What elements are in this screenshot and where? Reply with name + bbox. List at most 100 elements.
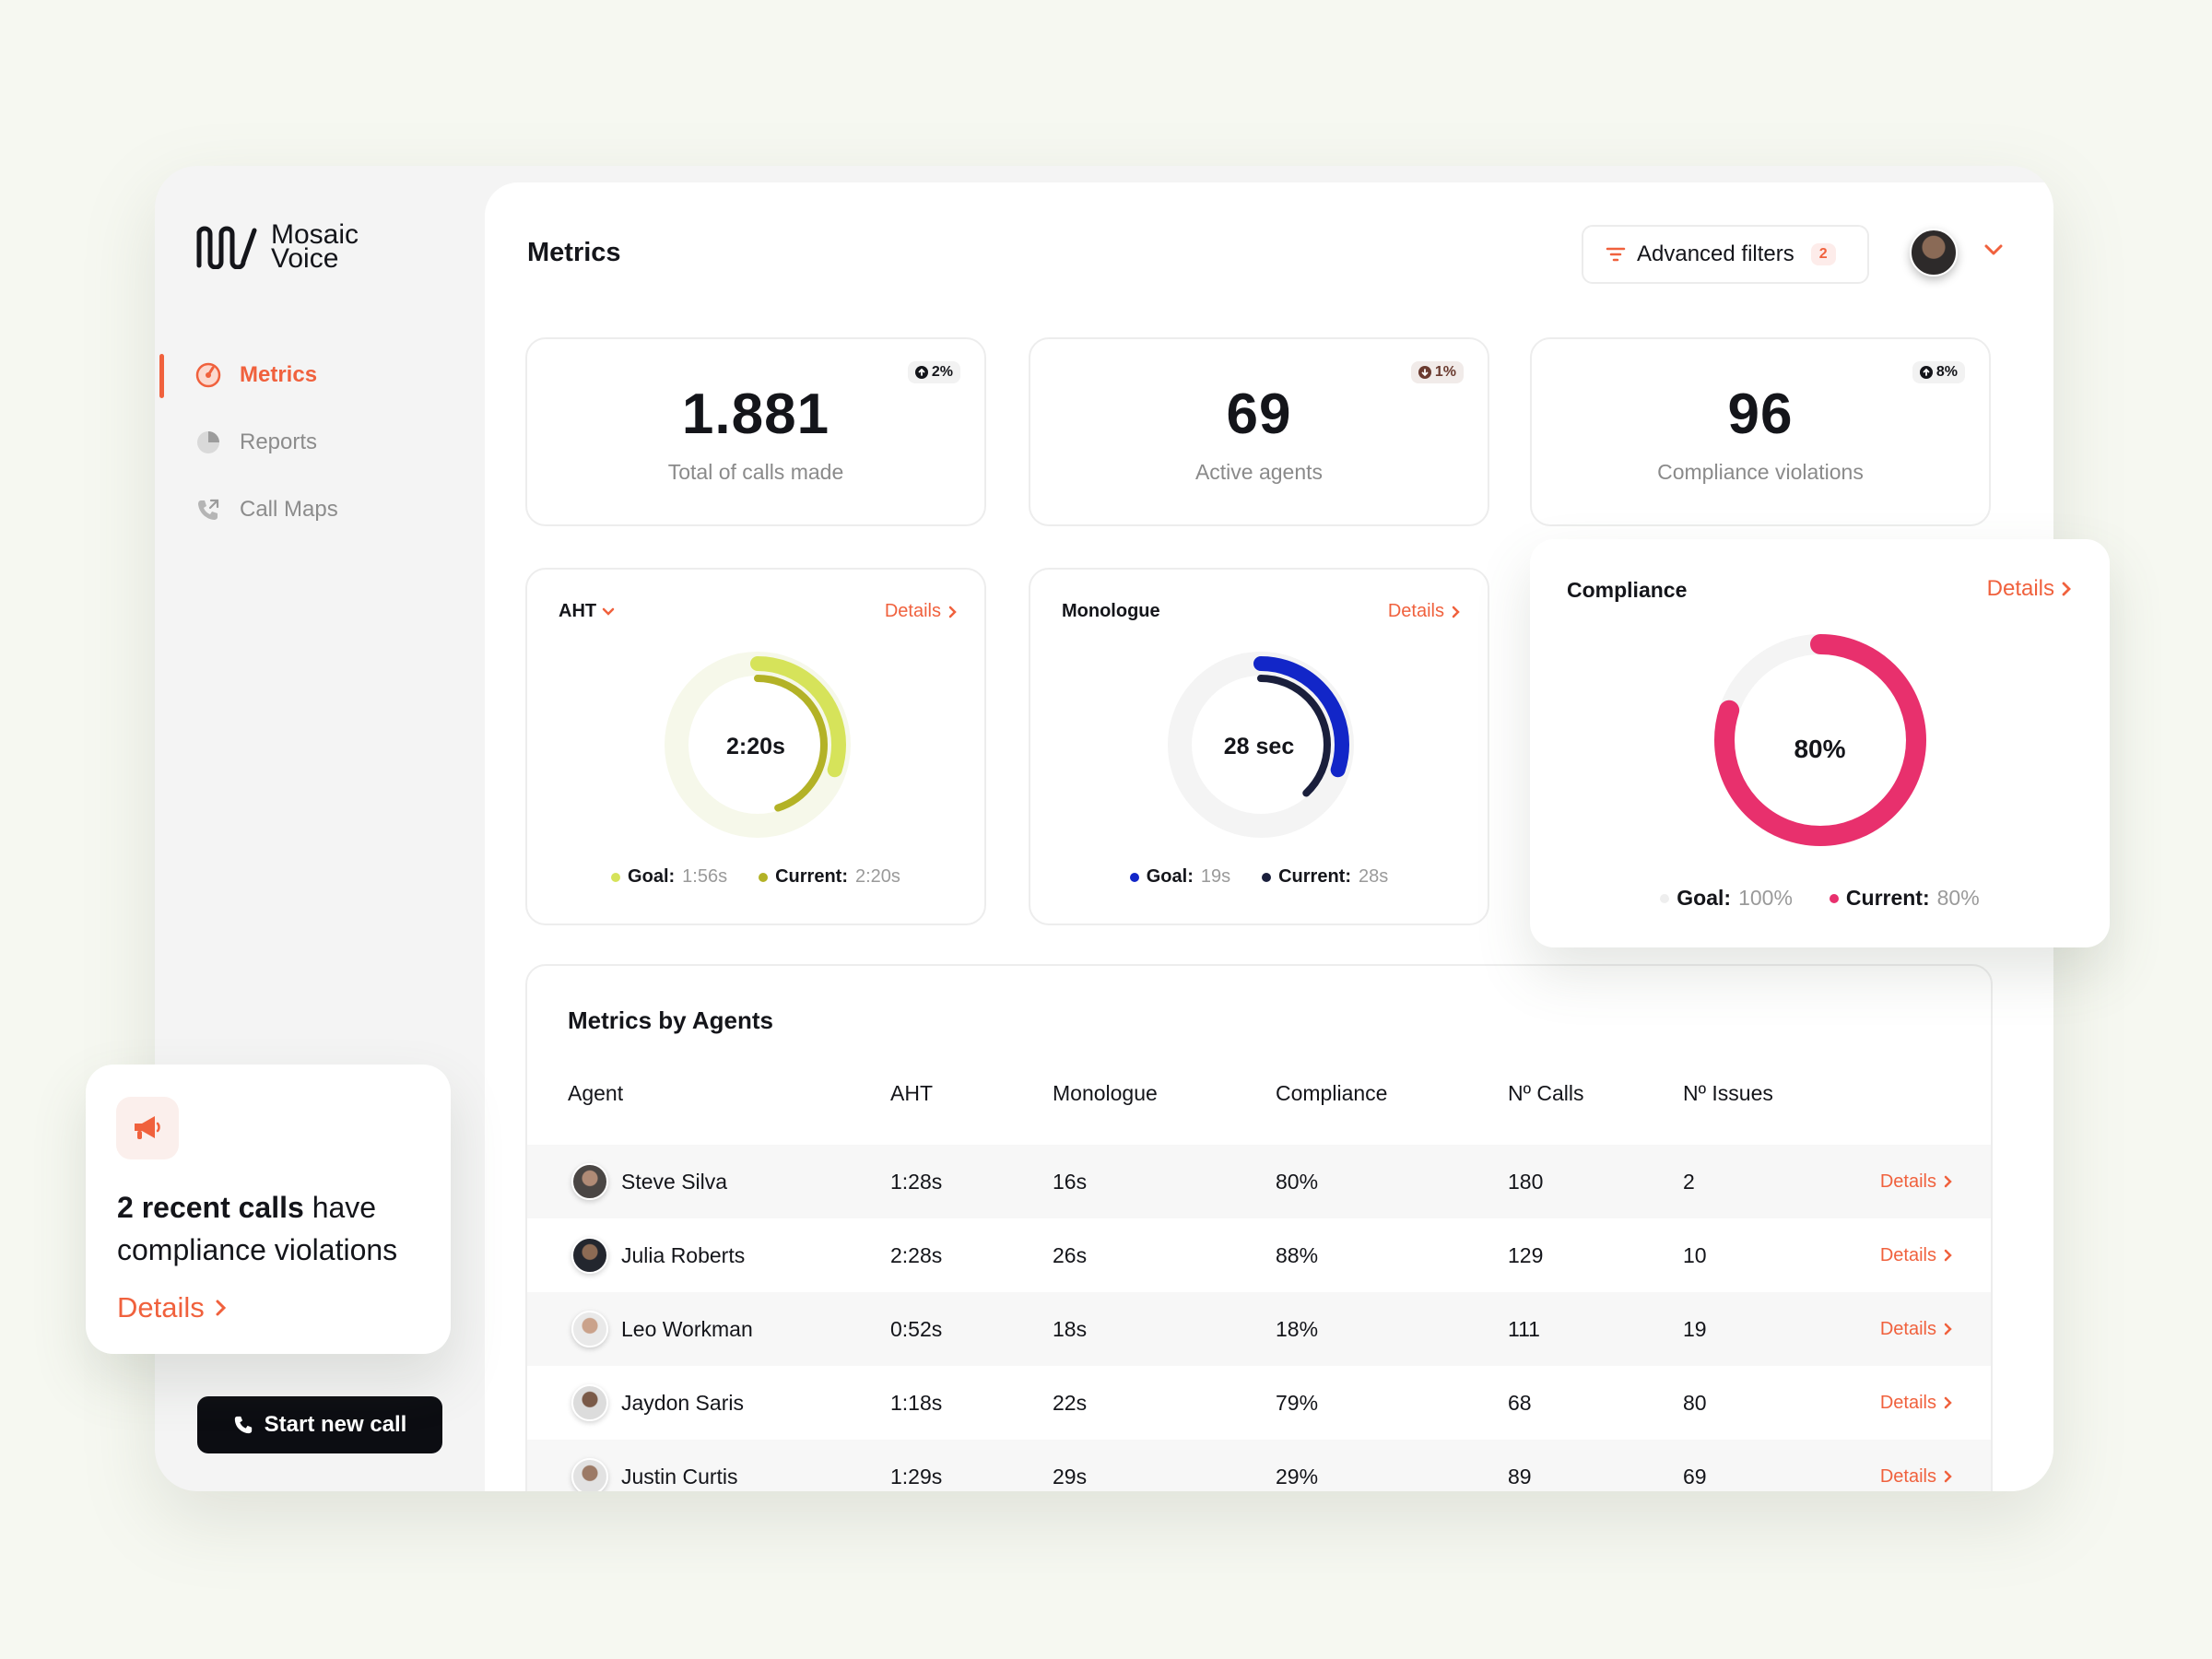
avatar	[571, 1237, 608, 1274]
kpi-label: Total of calls made	[667, 460, 844, 484]
cell-calls: 129	[1508, 1242, 1544, 1267]
metrics-icon	[195, 362, 221, 387]
legend-dot	[611, 872, 621, 882]
cell-calls: 89	[1508, 1464, 1532, 1488]
filter-icon	[1606, 247, 1626, 262]
chevron-down-icon[interactable]	[1983, 243, 2004, 256]
cell-monologue: 18s	[1053, 1316, 1088, 1341]
kpi-delta-badge: 8%	[1912, 361, 1965, 383]
aht-details-link[interactable]: Details	[885, 601, 957, 622]
notice-message: 2 recent calls have compliance violation…	[117, 1186, 430, 1271]
table-title: Metrics by Agents	[568, 1006, 773, 1034]
agent-cell: Steve Silva	[571, 1145, 727, 1218]
avatar	[571, 1384, 608, 1421]
card-title: Monologue	[1062, 601, 1160, 622]
kpi-label: Compliance violations	[1657, 460, 1864, 484]
chevron-right-icon	[948, 606, 957, 618]
brand-logo[interactable]: Mosaic Voice	[195, 221, 359, 274]
cell-monologue: 29s	[1053, 1464, 1088, 1488]
column-header-issues: Nº Issues	[1683, 1080, 1773, 1105]
cell-compliance: 79%	[1276, 1390, 1319, 1415]
compliance-details-link[interactable]: Details	[1987, 576, 2071, 602]
sidebar-item-metrics[interactable]: Metrics	[155, 341, 459, 408]
column-header-agent: Agent	[568, 1080, 624, 1105]
chevron-right-icon	[1944, 1470, 1952, 1483]
notice-details-link[interactable]: Details	[117, 1291, 227, 1324]
legend-goal-value: 100%	[1738, 886, 1793, 910]
notice-message-rest: have compliance violations	[117, 1191, 398, 1266]
cell-compliance: 88%	[1276, 1242, 1319, 1267]
column-header-aht: AHT	[890, 1080, 933, 1105]
cell-calls: 111	[1508, 1316, 1540, 1341]
compliance-center-value: 80%	[1794, 735, 1846, 763]
row-details-link[interactable]: Details	[1880, 1218, 1952, 1292]
cell-calls: 68	[1508, 1390, 1532, 1415]
kpi-value: 69	[1226, 382, 1292, 446]
row-details-link[interactable]: Details	[1880, 1366, 1952, 1440]
legend-goal-label: Goal:	[628, 866, 676, 887]
legend-current: Current: 2:20s	[759, 866, 900, 888]
compliance-gauge	[1714, 634, 1926, 846]
legend-goal: Goal: 19s	[1129, 866, 1230, 888]
cell-issues: 69	[1683, 1464, 1707, 1488]
legend-current: Current: 28s	[1262, 866, 1388, 888]
sidebar-item-call-maps[interactable]: Call Maps	[155, 476, 459, 543]
card-title-label: AHT	[559, 601, 597, 621]
filters-count-badge: 2	[1810, 243, 1836, 265]
legend-dot	[1660, 893, 1670, 903]
agent-cell: Leo Workman	[571, 1292, 753, 1366]
chevron-right-icon	[1944, 1175, 1952, 1188]
kpi-card-total-calls: 2% 1.881 Total of calls made	[525, 337, 986, 526]
table-row[interactable]: Julia Roberts 2:28s 26s 88% 129 10 Detai…	[527, 1218, 1991, 1292]
cell-monologue: 26s	[1053, 1242, 1088, 1267]
start-new-call-button[interactable]: Start new call	[197, 1396, 442, 1453]
kpi-label: Active agents	[1194, 460, 1324, 484]
kpi-delta-value: 8%	[1936, 364, 1958, 380]
sidebar-nav: Metrics Reports Call Maps	[155, 341, 459, 543]
monologue-details-link[interactable]: Details	[1388, 601, 1460, 622]
sidebar-item-reports[interactable]: Reports	[155, 408, 459, 476]
agent-name: Jaydon Saris	[621, 1390, 744, 1415]
advanced-filters-button[interactable]: Advanced filters 2	[1582, 225, 1869, 284]
megaphone-icon	[135, 1116, 160, 1139]
mosaic-logo-icon	[196, 226, 257, 269]
brand-name: Mosaic Voice	[271, 221, 359, 274]
main-panel: Metrics Advanced filters 2 2% 1.881 Tota…	[485, 182, 2053, 1491]
sidebar-item-label: Reports	[240, 429, 318, 454]
cell-aht: 1:28s	[890, 1169, 943, 1194]
brand-line-2: Voice	[271, 243, 339, 274]
chevron-right-icon	[1944, 1396, 1952, 1409]
table-row[interactable]: Steve Silva 1:28s 16s 80% 180 2 Details	[527, 1145, 1991, 1218]
legend-current-label: Current:	[1278, 866, 1351, 887]
monologue-card: Monologue Details 28 sec Goal: 19s	[1029, 568, 1489, 925]
table-row[interactable]: Justin Curtis 1:29s 29s 29% 89 69 Detail…	[527, 1440, 1991, 1491]
notice-message-bold: 2 recent calls	[117, 1191, 304, 1224]
chevron-right-icon	[1944, 1249, 1952, 1262]
phone-call-icon	[198, 499, 219, 520]
row-details-link[interactable]: Details	[1880, 1292, 1952, 1366]
column-header-compliance: Compliance	[1276, 1080, 1388, 1105]
table-row[interactable]: Leo Workman 0:52s 18s 18% 111 19 Details	[527, 1292, 1991, 1366]
compliance-card: Compliance Details 80% Goal: 100% Curren…	[1530, 539, 2110, 947]
sidebar-item-label: Call Maps	[240, 496, 338, 522]
row-details-link[interactable]: Details	[1880, 1440, 1952, 1491]
agent-name: Justin Curtis	[621, 1464, 738, 1488]
cell-issues: 19	[1683, 1316, 1707, 1341]
details-label: Details	[1986, 576, 2054, 601]
kpi-card-compliance-violations: 8% 96 Compliance violations	[1530, 337, 1991, 526]
legend-dot	[1262, 872, 1272, 882]
aht-dropdown[interactable]: AHT	[559, 601, 615, 622]
legend-current: Current: 80%	[1829, 886, 1980, 911]
cell-issues: 2	[1683, 1169, 1695, 1194]
table-row[interactable]: Jaydon Saris 1:18s 22s 79% 68 80 Details	[527, 1366, 1991, 1440]
legend-goal: Goal: 100%	[1660, 886, 1793, 911]
details-label: Details	[1879, 1171, 1936, 1192]
app-window: Mosaic Voice Metrics Reports	[155, 166, 2053, 1491]
row-details-link[interactable]: Details	[1880, 1145, 1952, 1218]
kpi-delta-badge: 2%	[907, 361, 960, 383]
kpi-delta-value: 2%	[931, 364, 953, 380]
kpi-delta-value: 1%	[1434, 364, 1456, 380]
user-avatar[interactable]	[1910, 229, 1958, 276]
card-title-label: Compliance	[1567, 578, 1688, 602]
legend-goal: Goal: 1:56s	[611, 866, 727, 888]
